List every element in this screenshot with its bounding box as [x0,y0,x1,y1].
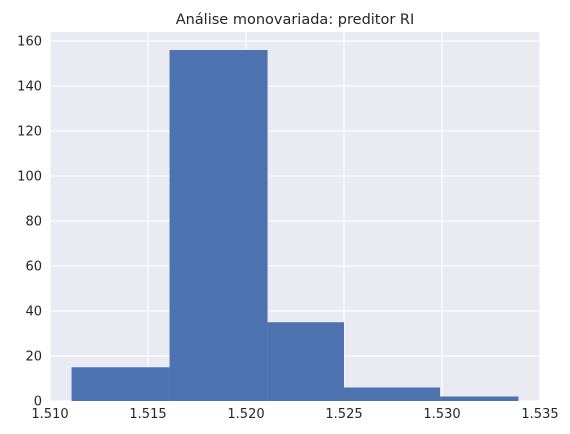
y-tick-label: 20 [25,350,42,365]
y-tick-label: 160 [17,35,42,50]
y-tick-label: 40 [25,305,42,320]
histogram-bar-5 [440,396,519,401]
y-tick-label: 100 [17,170,42,185]
histogram-bar-4 [344,387,441,401]
x-tick-label: 1.515 [129,407,166,422]
x-tick-label: 1.530 [423,407,460,422]
x-tick-label: 1.520 [227,407,264,422]
histogram-bar-3 [267,322,344,401]
y-axis-ticks: 0 20 40 60 80 100 120 140 160 [17,35,42,410]
histogram-bars [71,50,519,401]
y-tick-label: 120 [17,125,42,140]
y-tick-label: 0 [34,395,42,410]
y-tick-label: 60 [25,260,42,275]
histogram-bar-2 [169,50,268,401]
histogram-bar-1 [71,367,170,401]
y-tick-label: 80 [25,215,42,230]
chart-title: Análise monovariada: preditor RI [176,12,415,28]
x-tick-label: 1.535 [521,407,558,422]
x-tick-label: 1.510 [31,407,68,422]
y-tick-label: 140 [17,80,42,95]
x-axis-ticks: 1.510 1.515 1.520 1.525 1.530 1.535 [31,407,558,422]
x-tick-label: 1.525 [325,407,362,422]
